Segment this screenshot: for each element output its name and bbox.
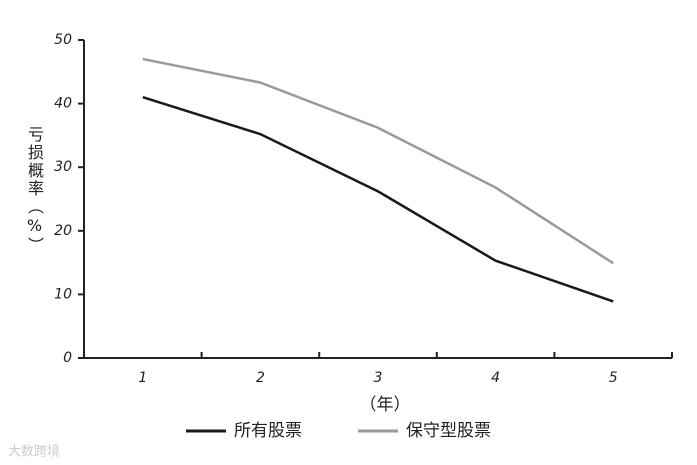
x-tick-label: 3: [374, 370, 383, 386]
x-tick-label: 4: [491, 370, 500, 386]
y-tick-label: 30: [54, 159, 72, 175]
series-line: [142, 96, 614, 303]
legend-label: 所有股票: [234, 421, 302, 441]
x-tick-label: 1: [138, 370, 147, 386]
series-line: [142, 57, 614, 265]
watermark: 大数跨境: [8, 445, 60, 460]
y-tick-label: 50: [54, 32, 72, 48]
x-axis-label: （年）: [360, 395, 411, 415]
x-tick-label: 2: [256, 370, 265, 386]
y-tick-label: 0: [63, 350, 72, 366]
y-axis-label: 亏损概率（%）: [25, 126, 44, 255]
y-tick-label: 10: [54, 286, 72, 302]
legend-label: 保守型股票: [406, 421, 491, 441]
x-tick-label: 5: [609, 370, 618, 386]
y-tick-label: 40: [54, 96, 72, 112]
y-tick-label: 20: [54, 223, 72, 239]
